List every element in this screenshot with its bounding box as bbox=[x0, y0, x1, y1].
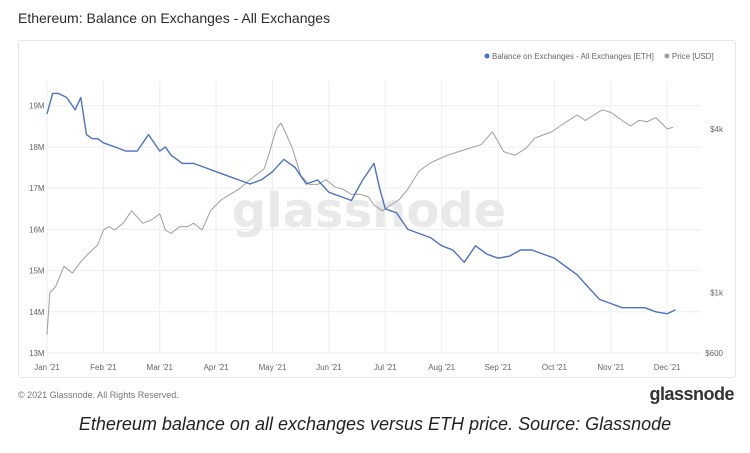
chart-svg: glassnode 19M 18M 17M 16M 15M 14M 13M Jan '21 Fe… bbox=[29, 52, 724, 372]
y-right-tick-label: $1k bbox=[710, 289, 724, 298]
y-right-tick-label: $4k bbox=[710, 125, 724, 134]
y-left-tick-label: 17M bbox=[29, 184, 45, 193]
x-tick-label: Jul '21 bbox=[374, 363, 397, 372]
x-tick-label: Aug '21 bbox=[428, 363, 455, 372]
legend-label: Price [USD] bbox=[672, 52, 714, 61]
y-left-tick-label: 14M bbox=[29, 308, 45, 317]
price-series-line bbox=[46, 109, 673, 335]
x-tick-label: Feb '21 bbox=[90, 363, 117, 372]
legend: Balance on Exchanges - All Exchanges [ET… bbox=[484, 52, 714, 61]
x-tick-label: Nov '21 bbox=[597, 363, 624, 372]
x-tick-label: Jan '21 bbox=[34, 363, 60, 372]
x-tick-label: Sep '21 bbox=[485, 363, 512, 372]
figure-caption: Ethereum balance on all exchanges versus… bbox=[78, 414, 672, 434]
y-left-tick-label: 13M bbox=[29, 349, 45, 358]
y-left-tick-label: 15M bbox=[29, 267, 45, 276]
legend-label: Balance on Exchanges - All Exchanges [ET… bbox=[492, 52, 654, 61]
chart-title: Ethereum: Balance on Exchanges - All Exc… bbox=[18, 10, 331, 26]
legend-marker bbox=[484, 53, 490, 59]
axis-layer: 19M 18M 17M 16M 15M 14M 13M Jan '21 Feb '21 Mar '… bbox=[29, 102, 724, 372]
balance-series-line bbox=[46, 92, 676, 315]
x-tick-label: Apr '21 bbox=[204, 363, 230, 372]
watermark-text: glassnode bbox=[232, 183, 506, 239]
brand-logo: glassnode bbox=[649, 384, 734, 404]
legend-marker bbox=[664, 53, 670, 59]
y-right-tick-label: $600 bbox=[705, 349, 723, 358]
y-left-tick-label: 16M bbox=[29, 225, 45, 234]
copyright-text: © 2021 Glassnode. All Rights Reserved. bbox=[18, 390, 179, 400]
x-tick-label: Dec '21 bbox=[654, 363, 681, 372]
x-tick-label: Mar '21 bbox=[147, 363, 174, 372]
x-tick-label: May '21 bbox=[259, 363, 287, 372]
x-tick-label: Jun '21 bbox=[316, 363, 342, 372]
series-layer bbox=[46, 92, 676, 335]
grid-lines bbox=[46, 81, 701, 354]
x-tick-label: Oct '21 bbox=[542, 363, 568, 372]
chart-card: glassnode 19M 18M 17M 16M 15M 14M 13M Jan '21 Fe… bbox=[18, 40, 736, 378]
y-left-tick-label: 19M bbox=[29, 102, 45, 111]
y-left-tick-label: 18M bbox=[29, 143, 45, 152]
